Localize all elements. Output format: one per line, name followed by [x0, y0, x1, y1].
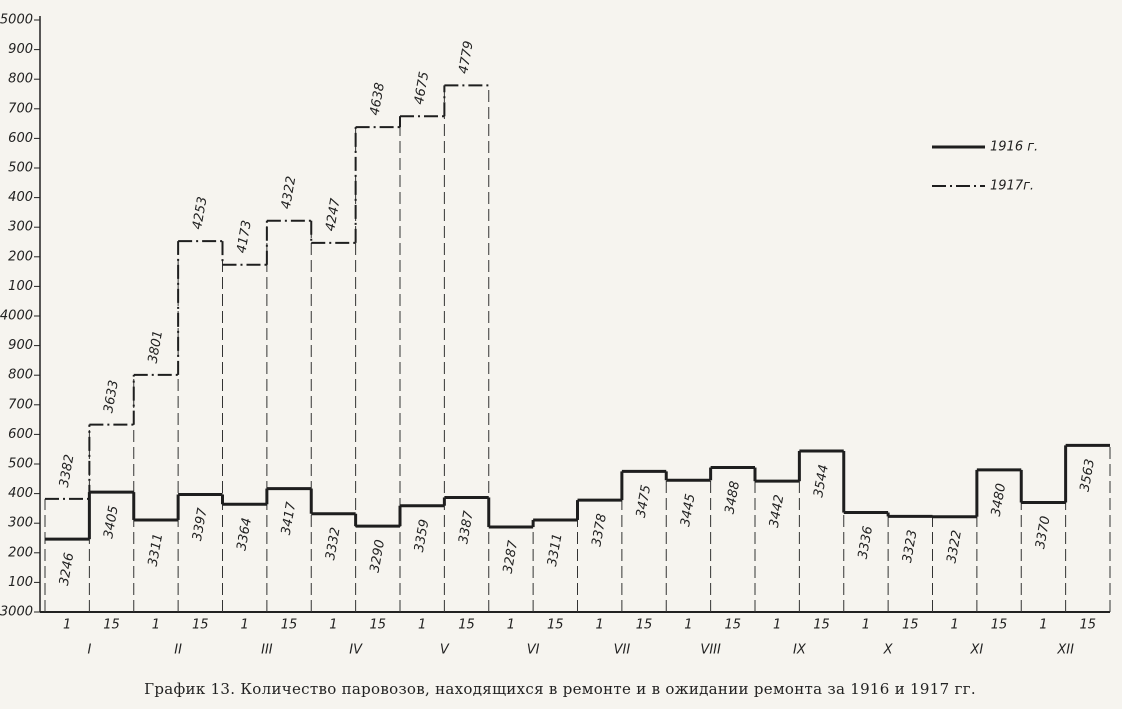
value-label: 3364 — [234, 517, 255, 552]
y-tick-label: 200 — [8, 545, 33, 560]
y-tick-label: 400 — [8, 190, 33, 205]
value-label: 3290 — [368, 539, 389, 574]
value-label: 3801 — [146, 329, 167, 364]
value-label: 3246 — [57, 552, 78, 587]
x-tick-label: 1 — [862, 618, 870, 633]
value-label: 3633 — [101, 379, 122, 414]
y-tick-label: 500 — [8, 161, 33, 176]
x-tick-label: 15 — [547, 618, 564, 633]
value-label: 3488 — [723, 480, 744, 515]
y-tick-label: 100 — [8, 279, 33, 294]
y-tick-label: 900 — [8, 338, 33, 353]
x-tick-label: 15 — [370, 618, 387, 633]
value-label: 4638 — [368, 82, 389, 117]
y-tick-label: 300 — [8, 516, 33, 531]
value-label: 3563 — [1078, 458, 1099, 493]
value-label: 3311 — [545, 532, 566, 567]
y-tick-label: 200 — [8, 249, 33, 264]
month-label: I — [87, 643, 91, 658]
month-label: X — [883, 643, 894, 658]
x-tick-label: 15 — [1080, 618, 1097, 633]
x-tick-label: 15 — [902, 618, 919, 633]
y-tick-label: 600 — [8, 131, 33, 146]
x-tick-label: 15 — [991, 618, 1008, 633]
x-tick-label: 15 — [458, 618, 475, 633]
value-label: 3359 — [412, 518, 433, 553]
y-tick-label: 900 — [8, 42, 33, 57]
x-tick-label: 15 — [813, 618, 830, 633]
x-tick-label: 1 — [1039, 618, 1047, 633]
month-label: III — [261, 643, 273, 658]
value-label: 4173 — [234, 219, 255, 254]
y-tick-label: 600 — [8, 427, 33, 442]
x-tick-label: 15 — [281, 618, 298, 633]
x-tick-label: 1 — [684, 618, 692, 633]
y-tick-label: 5000 — [0, 13, 33, 28]
value-label: 3323 — [900, 529, 921, 564]
y-tick-label: 400 — [8, 486, 33, 501]
value-label: 3442 — [767, 494, 788, 529]
value-label: 3322 — [944, 529, 965, 564]
y-tick-label: 500 — [8, 457, 33, 472]
y-tick-label: 100 — [8, 575, 33, 590]
value-label: 3405 — [101, 505, 122, 540]
value-label: 3397 — [190, 506, 211, 542]
legend-label: 1917г. — [990, 179, 1034, 194]
caption: График 13. Количество паровозов, находящ… — [144, 680, 976, 698]
month-label: IV — [349, 643, 363, 658]
month-label: II — [174, 643, 182, 658]
y-tick-label: 800 — [8, 368, 33, 383]
value-label: 3370 — [1033, 515, 1054, 550]
value-label: 3417 — [279, 500, 300, 536]
y-tick-label: 3000 — [0, 605, 33, 620]
month-label: VIII — [700, 643, 721, 658]
x-tick-label: 15 — [103, 618, 120, 633]
value-label: 3311 — [146, 532, 167, 567]
x-tick-label: 15 — [192, 618, 209, 633]
month-label: V — [440, 643, 450, 658]
x-tick-label: 1 — [773, 618, 781, 633]
x-tick-label: 1 — [152, 618, 160, 633]
value-label: 3378 — [589, 513, 610, 548]
value-label: 3445 — [678, 493, 699, 528]
x-tick-label: 1 — [63, 618, 71, 633]
x-tick-label: 15 — [636, 618, 653, 633]
value-label: 3336 — [856, 525, 877, 560]
x-tick-label: 1 — [951, 618, 959, 633]
x-tick-label: 1 — [329, 618, 337, 633]
legend-label: 1916 г. — [990, 140, 1038, 155]
month-label: XII — [1056, 643, 1074, 658]
value-label: 4779 — [456, 40, 477, 75]
value-label: 3382 — [57, 453, 78, 488]
value-label: 3287 — [501, 539, 522, 575]
value-label: 4253 — [190, 196, 211, 231]
value-label: 3480 — [989, 482, 1010, 517]
month-label: XI — [970, 643, 984, 658]
y-tick-label: 700 — [8, 397, 33, 412]
value-label: 4675 — [412, 71, 433, 106]
value-label: 3544 — [811, 463, 832, 498]
y-tick-label: 800 — [8, 72, 33, 87]
month-label: VI — [527, 643, 540, 658]
y-tick-label: 300 — [8, 220, 33, 235]
value-label: 3387 — [456, 509, 477, 545]
x-tick-label: 1 — [596, 618, 604, 633]
value-label: 3332 — [323, 526, 344, 561]
month-label: VII — [614, 643, 631, 658]
month-label: IX — [793, 643, 807, 658]
y-tick-label: 700 — [8, 101, 33, 116]
y-tick-label: 4000 — [0, 309, 33, 324]
x-tick-label: 1 — [418, 618, 426, 633]
value-label: 3475 — [634, 484, 655, 519]
x-tick-label: 15 — [725, 618, 742, 633]
value-label: 4322 — [279, 175, 300, 210]
x-tick-label: 1 — [241, 618, 249, 633]
value-label: 4247 — [323, 197, 344, 233]
x-tick-label: 1 — [507, 618, 515, 633]
